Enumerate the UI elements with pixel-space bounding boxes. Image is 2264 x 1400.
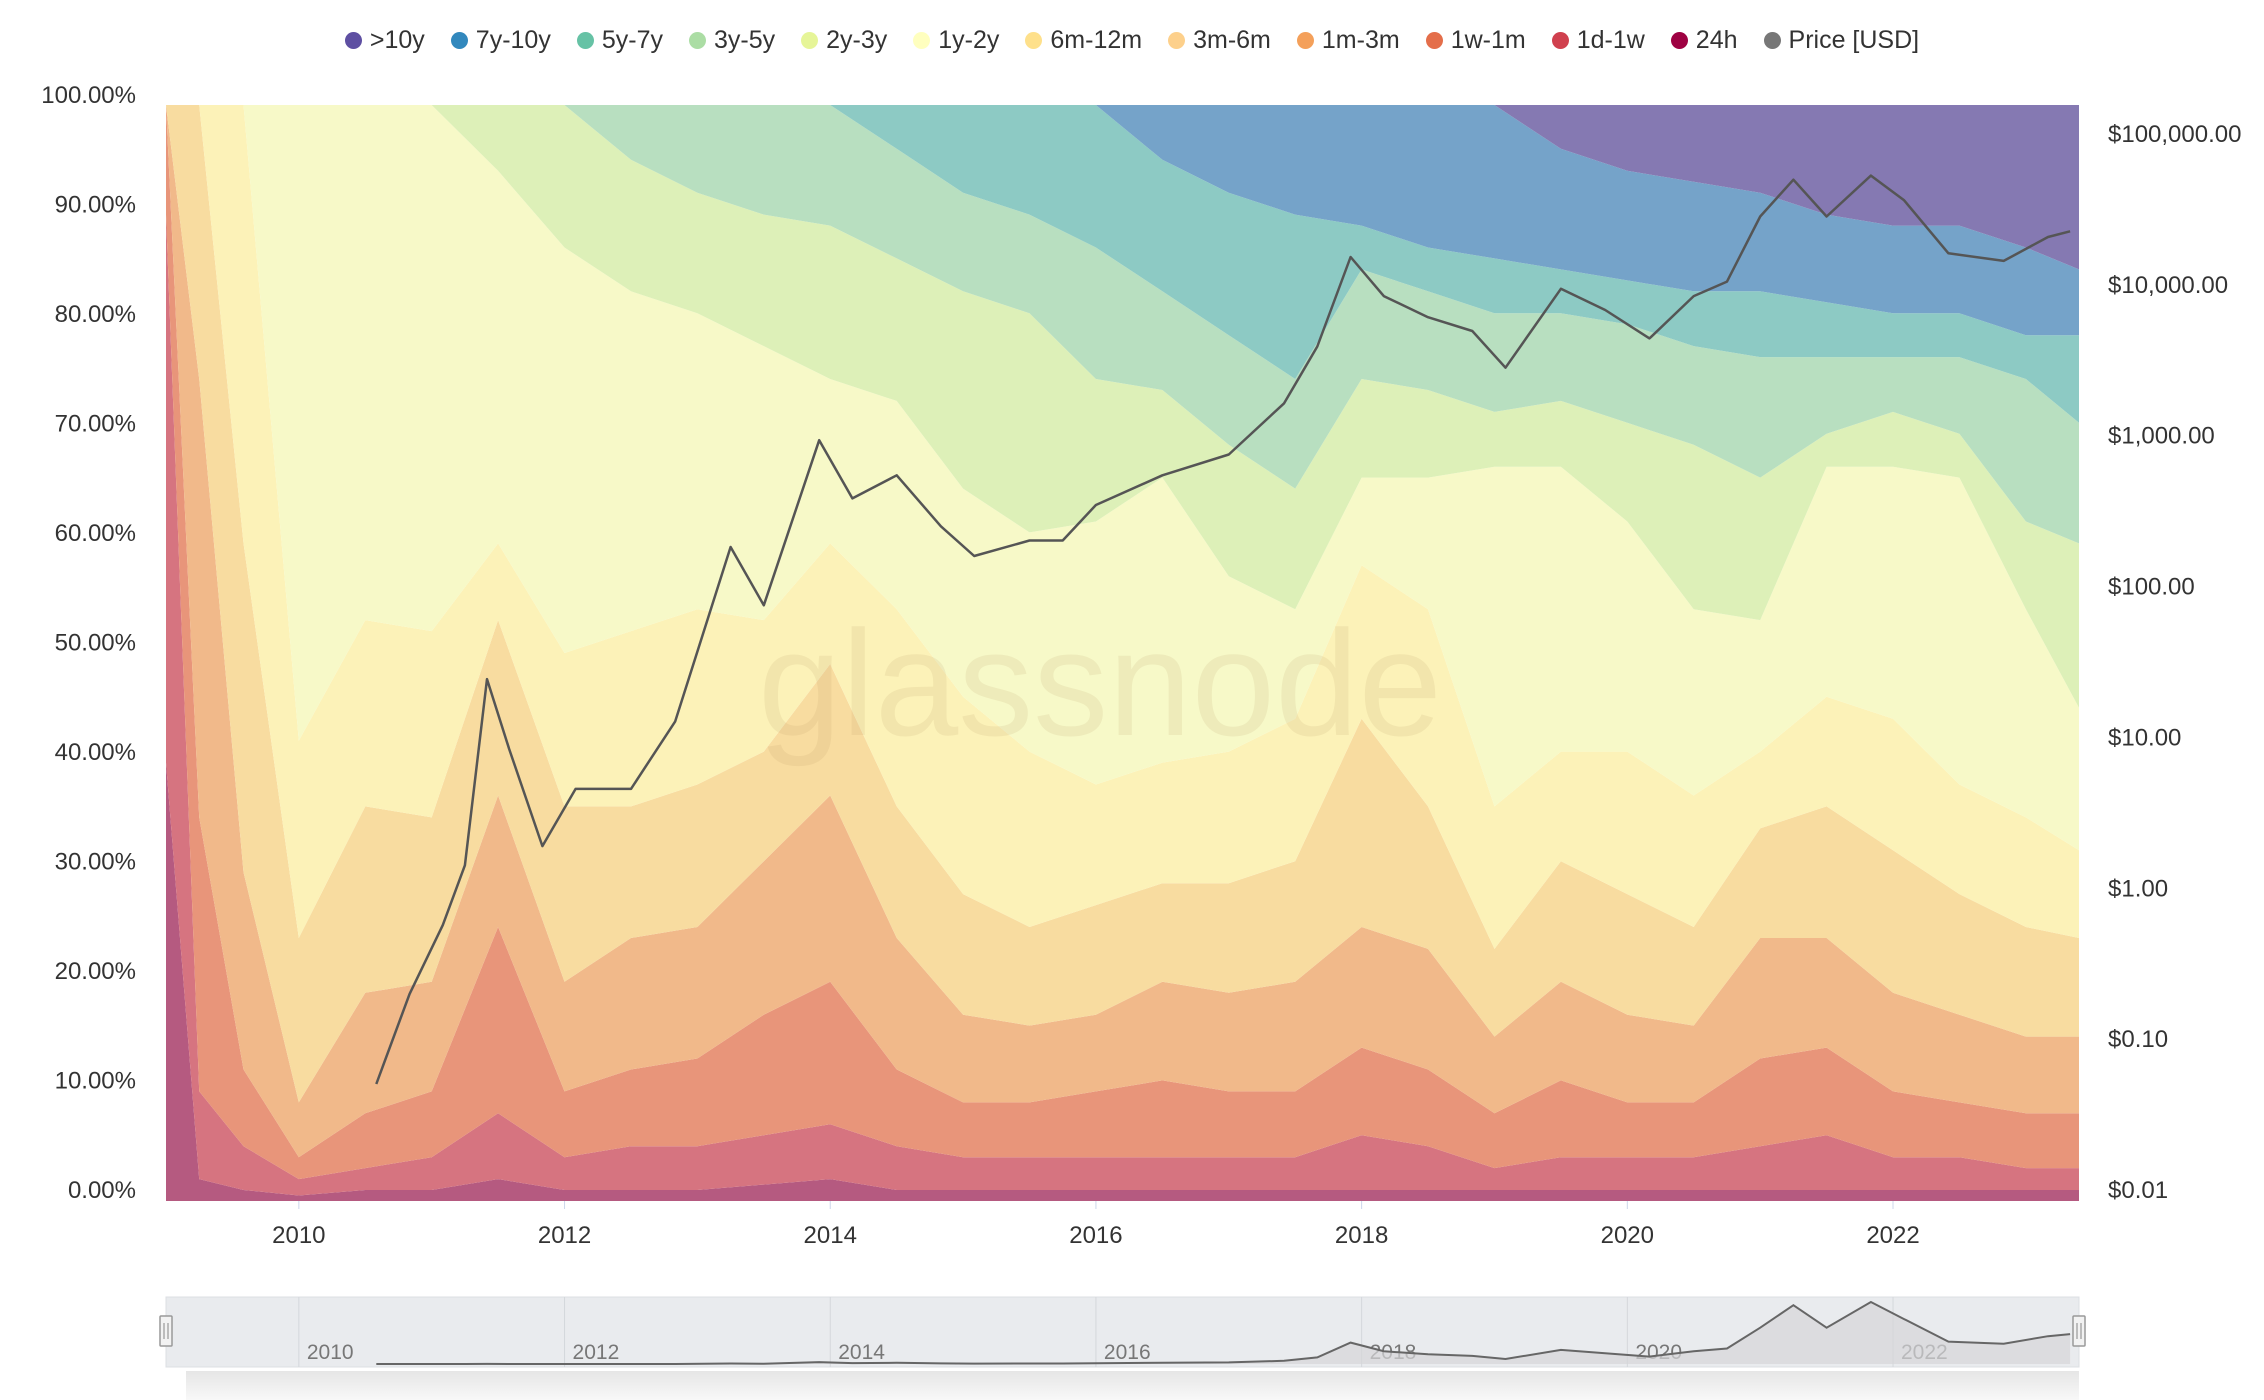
legend-item[interactable]: 5y-7y [576, 26, 663, 55]
legend-item[interactable]: 7y-10y [450, 26, 551, 55]
legend-dot-icon [1551, 32, 1569, 49]
navigator-handle-left[interactable] [159, 1315, 173, 1347]
y-left-tick-label: 90.00% [55, 192, 136, 219]
x-tick-label: 2020 [1601, 1222, 1654, 1249]
legend-dot-icon [688, 32, 706, 49]
legend-item[interactable]: >10y [344, 26, 425, 55]
legend-item[interactable]: 3y-5y [688, 26, 776, 55]
legend-label: 1m-3m [1321, 26, 1400, 54]
y-left-tick-label: 40.00% [55, 739, 136, 766]
y-right-tick-label: $0.01 [2108, 1177, 2168, 1204]
area-2y-3y [166, 105, 2079, 708]
y-right-tick-label: $100.00 [2108, 574, 2195, 601]
legend-item[interactable]: 2y-3y [801, 26, 887, 55]
area-7y-10y [166, 105, 2079, 336]
y-left-tick-label: 60.00% [55, 520, 136, 547]
y-axis-left: 0.00% 10.00% 20.00% 30.00% 40.00% 50.00% 60.00… [41, 82, 136, 1204]
legend-dot-icon [1296, 32, 1314, 49]
legend-item[interactable]: 1m-3m [1296, 26, 1400, 55]
y-right-tick-label: $10,000.00 [2108, 272, 2228, 299]
legend-label: 5y-7y [601, 26, 663, 54]
legend-dot-icon [344, 32, 362, 49]
navigator-shadow [186, 1371, 2079, 1400]
watermark: glassnode [758, 599, 1442, 767]
legend-dot-icon [1425, 32, 1443, 49]
legend-dot-icon [1670, 32, 1688, 49]
legend-item[interactable]: 1y-2y [913, 26, 999, 55]
area-3m-6m [166, 105, 2079, 1103]
navigator-tick-label: 2010 [307, 1341, 354, 1364]
x-tick-label: 2010 [272, 1222, 325, 1249]
legend-dot-icon [576, 32, 594, 49]
x-tick-label: 2014 [804, 1222, 857, 1249]
legend-label: 1w-1m [1450, 26, 1526, 54]
legend-dot-icon [1025, 32, 1043, 49]
navigator-tick-label: 2016 [1104, 1341, 1151, 1364]
price-line-group [375, 174, 2071, 1085]
navigator-tick-label: 2012 [573, 1341, 620, 1364]
x-tick-label: 2018 [1335, 1222, 1388, 1249]
x-tick-label: 2012 [538, 1222, 591, 1249]
y-left-tick-label: 10.00% [55, 1068, 136, 1095]
legend-label: Price [USD] [1788, 26, 1920, 54]
y-right-tick-label: $0.10 [2108, 1026, 2168, 1053]
legend-label: >10y [369, 26, 425, 54]
area-1y-2y [166, 105, 2079, 851]
y-right-tick-label: $10.00 [2108, 724, 2181, 751]
legend-item[interactable]: 24h [1670, 26, 1738, 55]
legend-item[interactable]: Price [USD] [1763, 26, 1920, 55]
legend-dot-icon [450, 32, 468, 49]
legend-dot-icon [1763, 32, 1781, 49]
area-5y-7y [166, 105, 2079, 423]
y-left-tick-label: 30.00% [55, 849, 136, 876]
legend-dot-icon [801, 32, 819, 49]
area-6m-12m [166, 105, 2079, 949]
stacked-areas [166, 105, 2079, 1201]
y-left-tick-label: 50.00% [55, 630, 136, 657]
navigator-price-line [376, 1300, 2071, 1365]
legend-label: 1d-1w [1576, 26, 1645, 54]
y-left-tick-label: 20.00% [55, 958, 136, 985]
y-right-tick-label: $1,000.00 [2108, 423, 2215, 450]
legend-item[interactable]: 1w-1m [1425, 26, 1526, 55]
legend-dot-icon [1168, 32, 1186, 49]
navigator-area [376, 1302, 2071, 1364]
y-left-tick-label: 80.00% [55, 301, 136, 328]
x-tick-label: 2016 [1069, 1222, 1122, 1249]
x-tick-label: 2022 [1866, 1222, 1919, 1249]
area-1m-3m [166, 105, 2079, 1158]
legend: >10y 7y-10y 5y-7y 3y-5y 2y-3y 1y-2y 6m-12m 3m-6… [0, 26, 2264, 55]
navigator-handle-right[interactable] [2072, 1315, 2086, 1347]
legend-label: 3m-6m [1193, 26, 1271, 54]
legend-item[interactable]: 6m-12m [1025, 26, 1142, 55]
legend-label: 3y-5y [713, 26, 776, 54]
legend-label: 1y-2y [938, 26, 1000, 54]
area-gt10y [166, 105, 2079, 270]
y-left-tick-label: 70.00% [55, 411, 136, 438]
legend-dot-icon [913, 32, 931, 49]
legend-label: 6m-12m [1050, 26, 1143, 54]
x-axis: 2010 2012 2014 2016 2018 2020 2022 [272, 1201, 1920, 1249]
y-axis-right: $0.01 $0.10 $1.00 $10.00 $100.00 $1,000.00 $10… [2108, 121, 2241, 1204]
y-right-tick-label: $100,000.00 [2108, 121, 2241, 148]
y-right-tick-label: $1.00 [2108, 875, 2168, 902]
legend-label: 24h [1695, 26, 1738, 54]
y-left-tick-label: 0.00% [68, 1177, 136, 1204]
legend-label: 2y-3y [826, 26, 888, 54]
legend-item[interactable]: 1d-1w [1551, 26, 1645, 55]
navigator-tick-label: 2014 [838, 1341, 885, 1364]
y-left-tick-label: 100.00% [41, 82, 136, 109]
legend-label: 7y-10y [475, 26, 551, 54]
area-3y-5y [166, 105, 2079, 544]
legend-item[interactable]: 3m-6m [1168, 26, 1271, 55]
